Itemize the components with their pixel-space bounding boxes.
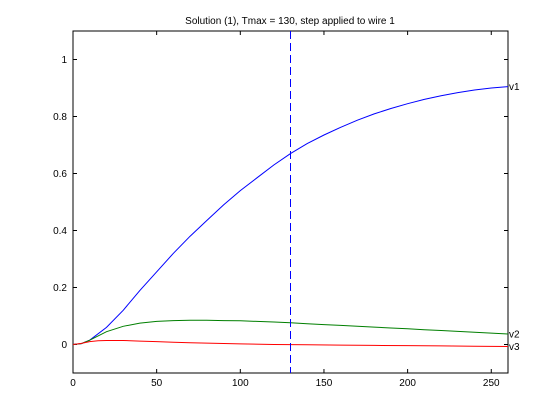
y-tick-label: 0.2 — [53, 283, 67, 294]
series-label-v2: v2 — [509, 329, 520, 340]
x-tick-label: 100 — [232, 378, 249, 389]
series-line-v1 — [72, 86, 509, 345]
x-tick-label: 250 — [483, 378, 500, 389]
series-label-v3: v3 — [509, 342, 520, 353]
series-line-v2 — [72, 319, 509, 345]
x-tick-label: 150 — [316, 378, 333, 389]
x-tick-label: 0 — [70, 378, 76, 389]
series-labels: v1 v2 v3 — [509, 82, 520, 353]
y-tick-label: 0.6 — [53, 169, 67, 180]
y-tick-label: 0.8 — [53, 112, 67, 123]
x-axis: 0 50 100 150 200 250 — [70, 31, 500, 389]
y-axis: 0 0.2 0.4 0.6 0.8 1 — [53, 55, 508, 351]
y-tick-label: 1 — [61, 55, 67, 66]
chart-title: Solution (1), Tmax = 130, step applied t… — [185, 16, 395, 27]
series-label-v1: v1 — [509, 82, 520, 93]
series-layer — [72, 86, 509, 347]
x-tick-label: 200 — [399, 378, 416, 389]
series-line-v3 — [72, 340, 509, 347]
x-tick-label: 50 — [151, 378, 163, 389]
y-tick-label: 0.4 — [53, 226, 67, 237]
y-tick-label: 0 — [61, 340, 67, 351]
